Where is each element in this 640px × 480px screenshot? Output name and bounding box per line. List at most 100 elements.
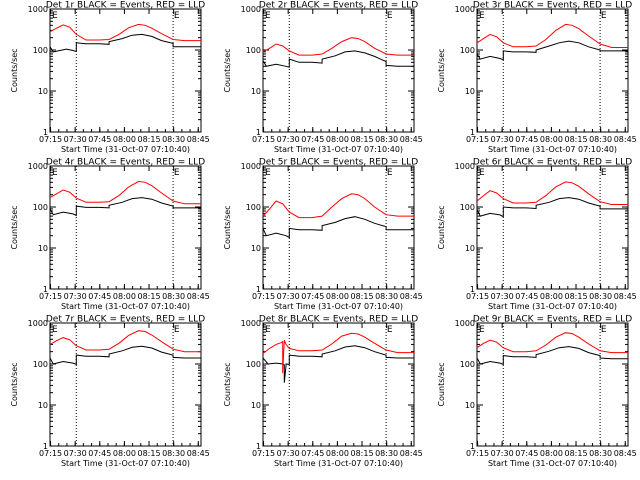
series-line-lld <box>476 181 628 205</box>
x-tick-label: 08:15 <box>564 292 587 301</box>
x-axis-title: Start Time (31-Oct-07 07:10:40) <box>274 145 403 154</box>
x-tick-label: 08:15 <box>564 135 587 144</box>
plot-frame <box>49 322 202 447</box>
panel-title: Det 8r BLACK = Events, RED = LLD <box>259 315 418 325</box>
y-axis-title: Counts/sec <box>223 205 232 249</box>
y-tick-label: 10 <box>465 87 475 96</box>
plot-frame <box>49 8 202 133</box>
panel-title: Det 1r BLACK = Events, RED = LLD <box>46 1 205 11</box>
plot-frame <box>476 322 629 447</box>
y-tick-label: 100 <box>246 203 261 212</box>
x-tick-label: 08:45 <box>187 135 210 144</box>
y-tick-label: 1 <box>470 442 475 451</box>
x-tick-label: 08:45 <box>187 449 210 458</box>
y-axis-title: Counts/sec <box>437 362 446 406</box>
y-axis-title: Counts/sec <box>437 48 446 92</box>
series-line-lld <box>262 332 414 374</box>
y-tick-label: 1000 <box>28 162 48 171</box>
series-line-events <box>49 33 201 53</box>
y-axis-title: Counts/sec <box>10 205 19 249</box>
plot-frame <box>262 8 415 133</box>
panel-title: Det 6r BLACK = Events, RED = LLD <box>473 158 632 168</box>
y-tick-label: 100 <box>460 46 475 55</box>
corner-label-right: E <box>601 11 607 21</box>
x-tick-label: 07:45 <box>515 449 538 458</box>
x-tick-label: 08:30 <box>162 135 185 144</box>
plot-frame <box>476 165 629 290</box>
x-tick-label: 07:15 <box>252 292 275 301</box>
x-tick-label: 08:15 <box>350 449 373 458</box>
x-tick-label: 08:45 <box>614 292 637 301</box>
series-line-lld <box>476 332 628 354</box>
y-tick-label: 1 <box>470 285 475 294</box>
x-tick-label: 07:30 <box>491 449 514 458</box>
x-axis-title: Start Time (31-Oct-07 07:10:40) <box>488 302 617 311</box>
corner-label-right: E <box>387 11 393 21</box>
x-tick-label: 07:30 <box>64 449 87 458</box>
plot-frame <box>476 8 629 133</box>
corner-label-left: E <box>479 168 485 178</box>
x-tick-label: 08:00 <box>540 135 563 144</box>
y-tick-label: 100 <box>33 203 48 212</box>
x-tick-label: 08:00 <box>540 292 563 301</box>
y-axis-title: Counts/sec <box>437 205 446 249</box>
y-axis-title: Counts/sec <box>10 362 19 406</box>
x-tick-label: 07:45 <box>301 449 324 458</box>
y-axis-title: Counts/sec <box>10 48 19 92</box>
x-tick-label: 07:15 <box>39 292 62 301</box>
y-tick-label: 1000 <box>28 319 48 328</box>
series-line-lld <box>262 37 414 56</box>
x-axis-title: Start Time (31-Oct-07 07:10:40) <box>488 459 617 468</box>
x-tick-label: 07:15 <box>252 449 275 458</box>
y-tick-label: 10 <box>38 244 48 253</box>
series-line-lld <box>262 193 414 219</box>
corner-label-right: E <box>174 168 180 178</box>
x-axis-title: Start Time (31-Oct-07 07:10:40) <box>488 145 617 154</box>
corner-label-left: E <box>265 11 271 21</box>
y-tick-label: 100 <box>246 360 261 369</box>
corner-label-left: E <box>52 11 58 21</box>
x-tick-label: 07:30 <box>64 135 87 144</box>
x-tick-label: 08:00 <box>326 135 349 144</box>
y-tick-label: 10 <box>38 87 48 96</box>
x-tick-label: 07:45 <box>301 292 324 301</box>
series-line-lld <box>49 23 201 42</box>
x-tick-label: 07:15 <box>39 449 62 458</box>
x-tick-label: 08:00 <box>113 449 136 458</box>
corner-label-right: E <box>387 325 393 335</box>
x-tick-label: 07:15 <box>252 135 275 144</box>
corner-label-right: E <box>387 168 393 178</box>
x-tick-label: 07:45 <box>88 292 111 301</box>
x-tick-label: 08:30 <box>375 449 398 458</box>
series-line-lld <box>49 180 201 205</box>
x-tick-label: 08:15 <box>564 449 587 458</box>
panel-title: Det 2r BLACK = Events, RED = LLD <box>259 1 418 11</box>
x-tick-label: 08:30 <box>162 449 185 458</box>
x-tick-label: 08:15 <box>137 292 160 301</box>
y-tick-label: 1 <box>43 285 48 294</box>
y-tick-label: 1 <box>256 128 261 137</box>
corner-label-left: E <box>265 168 271 178</box>
x-axis-title: Start Time (31-Oct-07 07:10:40) <box>274 302 403 311</box>
panel-title: Det 7r BLACK = Events, RED = LLD <box>46 315 205 325</box>
x-tick-label: 07:45 <box>88 135 111 144</box>
x-tick-label: 07:15 <box>466 135 489 144</box>
y-tick-label: 100 <box>246 46 261 55</box>
series-line-lld <box>476 23 628 48</box>
x-tick-label: 08:00 <box>113 135 136 144</box>
panel-title: Det 9r BLACK = Events, RED = LLD <box>473 315 632 325</box>
y-tick-label: 1000 <box>241 319 261 328</box>
x-tick-label: 08:45 <box>614 449 637 458</box>
x-tick-label: 07:30 <box>64 292 87 301</box>
x-tick-label: 08:30 <box>162 292 185 301</box>
x-tick-label: 08:30 <box>589 135 612 144</box>
corner-label-right: E <box>174 11 180 21</box>
